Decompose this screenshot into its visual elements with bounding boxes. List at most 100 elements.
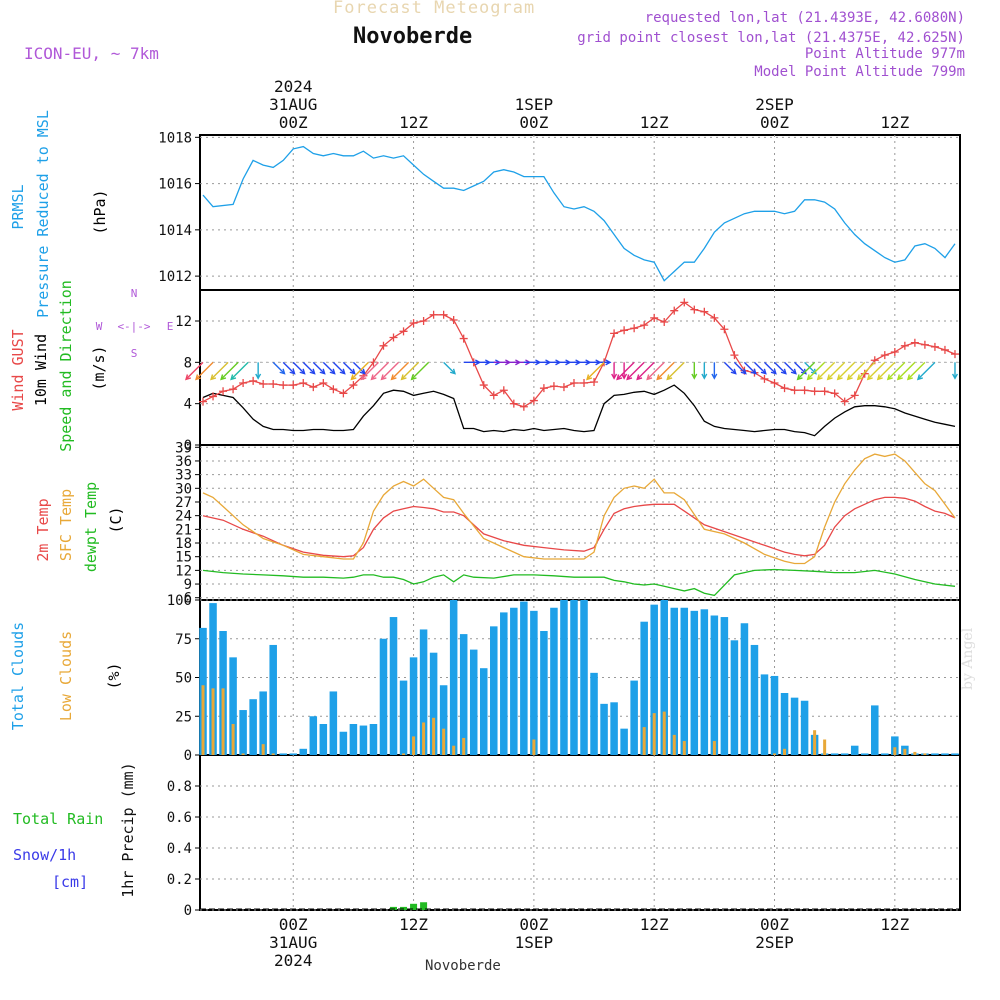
wind-arrow (626, 361, 645, 380)
low-cloud-bar (672, 734, 676, 755)
wind-arrow-head (616, 374, 623, 381)
wind-gust-line-marker (309, 383, 318, 392)
low-cloud-bar (712, 741, 716, 755)
total-cloud-bar (409, 657, 418, 755)
snow-unit-label: [cm] (52, 873, 89, 891)
total-cloud-bar (449, 600, 458, 755)
wind-arrow (804, 361, 817, 375)
wind-tick-label: 4 (184, 397, 192, 413)
temperature-tick-label: 27 (175, 495, 192, 511)
wind-gust-line-marker (409, 319, 418, 328)
total-cloud-bar (259, 691, 267, 755)
clouds-tick-label: 75 (175, 632, 192, 648)
low-cloud-bar (652, 713, 656, 755)
total-cloud-bar (610, 702, 618, 755)
wind-gust-line-marker (329, 385, 338, 394)
wind-arrow-head (760, 368, 767, 375)
wind-arrow-head (350, 374, 357, 381)
wind-gust-line-marker (489, 391, 498, 400)
wind-arrow (867, 361, 886, 380)
pressure-tick-label: 1018 (158, 130, 192, 146)
wind-arrow (797, 361, 816, 380)
wind-gust-line-marker (730, 351, 739, 360)
wind-arrow-head (656, 374, 663, 381)
wind-gust-line-marker (229, 385, 238, 394)
wind-arrow-head (750, 368, 757, 375)
total-cloud-bar (891, 736, 899, 755)
wind-arrow-head (846, 374, 853, 381)
wind-gust-label: Wind GUST (9, 329, 27, 411)
wind-tick-label: 0 (184, 438, 192, 454)
total-rain-label: Total Rain (13, 810, 104, 828)
total-cloud-bar (229, 657, 237, 755)
wind-gust-line-marker (610, 329, 619, 338)
wind-gust-line-marker (479, 381, 488, 390)
low-cloud-bar (271, 753, 275, 755)
wind-gust-line-marker (549, 382, 558, 391)
temperature-tick-label: 15 (175, 550, 192, 566)
wind-arrow-head (866, 374, 873, 381)
total-cloud-bar (850, 745, 859, 755)
low-cloud-bar (642, 727, 646, 755)
wind-arrow (230, 361, 249, 380)
time-label-bottom-hour: 00Z (519, 915, 548, 934)
low-cloud-bar (893, 747, 897, 755)
low-cloud-bar (903, 748, 907, 755)
clouds-tick-label: 100 (167, 593, 192, 609)
time-label-top-date: 2SEP (755, 95, 794, 114)
wind-gust-line-marker (940, 345, 949, 354)
total-cloud-bar (479, 668, 488, 755)
wind-gust-line-marker (289, 381, 298, 390)
wind-arrow-head (605, 359, 612, 366)
rain-bar (390, 906, 398, 910)
wind-arrow (827, 361, 846, 380)
wind-arrow (322, 361, 336, 375)
total-cloud-bar (500, 612, 508, 755)
wind-gust-line-marker (830, 389, 839, 398)
total-cloud-bar (750, 644, 759, 755)
time-label-top-year: 2024 (274, 77, 313, 96)
total-cloud-bar (770, 675, 779, 755)
wind-gust-line-marker (519, 402, 528, 411)
wind-arrow-head (856, 374, 863, 381)
precip-tick-label: 0.2 (167, 872, 192, 888)
wind-arrow-head (380, 374, 387, 381)
low-clouds-label: Low Clouds (57, 630, 75, 722)
total-cloud-bar (931, 753, 939, 755)
low-cloud-bar (201, 685, 205, 755)
wind-arrow-head (586, 374, 593, 381)
wind-gust-line-marker (209, 392, 218, 401)
wind-arrow-head (370, 374, 377, 381)
wind-arrow-head (806, 374, 813, 381)
wind-gust-line-marker (539, 384, 548, 393)
wind-gust-line-marker (529, 396, 538, 405)
total-cloud-bar (881, 753, 889, 755)
wind-gust-line-marker (509, 399, 518, 408)
temperature-tick-label: 36 (175, 454, 192, 470)
wind-gust-line-marker (910, 338, 919, 347)
wind-gust-line-marker (199, 397, 208, 406)
total-cloud-bar (349, 724, 358, 755)
wind-arrow (185, 361, 204, 380)
watermark-title: Forecast Meteogram (333, 0, 536, 18)
wind-speed-line (202, 384, 956, 437)
low-cloud-bar (442, 728, 446, 755)
temperature-tick-label: 30 (175, 481, 192, 497)
wind-gust-line-marker (630, 324, 639, 333)
wind-arrow-head (220, 374, 227, 381)
wind-gust-line-marker (920, 340, 929, 349)
time-label-top-hour: 12Z (880, 113, 909, 132)
wind-gust-line-marker (439, 310, 448, 319)
temperature-tick-label: 6 (184, 591, 192, 607)
total-cloud-bar (740, 623, 749, 755)
wind-arrow (391, 361, 410, 380)
wind-arrow (371, 361, 389, 380)
total-cloud-bar (560, 600, 568, 755)
wind-arrow (837, 361, 856, 380)
wind-arrow-head (810, 368, 817, 375)
wind-arrow-head (951, 373, 958, 380)
compass-south: S (131, 347, 138, 360)
wind-arrow-head (360, 374, 367, 381)
wind-gust-line-marker (269, 380, 278, 389)
info-model-altitude: Model Point Altitude 799m (754, 64, 965, 80)
